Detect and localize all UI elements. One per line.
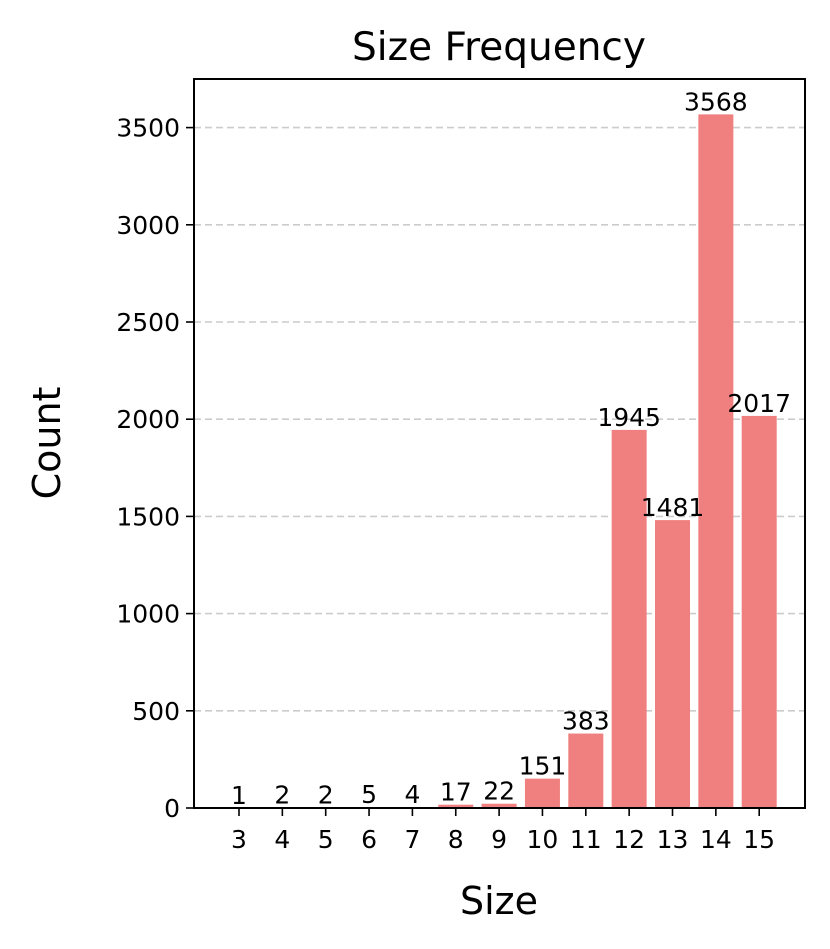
x-tick-label: 12 [613,825,645,854]
bar-value-label: 151 [519,752,567,781]
y-tick-label: 2000 [116,405,180,434]
bar [481,803,517,808]
x-tick-label: 11 [570,825,602,854]
x-tick-label: 7 [404,825,420,854]
x-tick-label: 9 [491,825,507,854]
x-tick-label: 3 [231,825,247,854]
y-axis-ticks: 0 500 1000 1500 2000 2500 3000 3500 [116,114,194,823]
x-tick-label: 15 [743,825,775,854]
x-tick-label: 8 [448,825,464,854]
bar [524,778,560,808]
bar-value-label: 17 [440,778,472,807]
bar-value-label: 383 [562,707,610,736]
y-tick-label: 500 [132,697,180,726]
x-axis-ticks: 3 4 5 6 7 8 9 10 11 12 13 14 15 [231,808,775,854]
bar-value-label: 1481 [641,493,705,522]
bar-value-label: 2 [318,781,334,810]
bar [741,415,777,808]
bar [438,804,474,808]
y-tick-label: 3000 [116,211,180,240]
x-tick-label: 6 [361,825,377,854]
y-tick-label: 3500 [116,114,180,143]
y-tick-label: 0 [164,794,180,823]
x-axis-label: Size [460,879,538,923]
bar-value-label: 22 [483,777,515,806]
y-tick-label: 2500 [116,308,180,337]
bar-value-label: 2017 [727,389,791,418]
bars [221,114,777,808]
bar-value-label: 2 [274,781,290,810]
bar [698,114,734,808]
bar-value-label: 1945 [597,403,661,432]
y-tick-label: 1500 [116,502,180,531]
x-tick-label: 4 [274,825,290,854]
x-tick-label: 14 [700,825,732,854]
x-tick-label: 10 [527,825,559,854]
x-tick-label: 13 [657,825,689,854]
bar-value-label: 3568 [684,87,748,116]
bar-value-label: 1 [231,781,247,810]
bar [611,429,647,808]
bar-value-label: 5 [361,780,377,809]
x-tick-label: 5 [318,825,334,854]
bar-value-label: 4 [404,780,420,809]
chart-title: Size Frequency [352,25,646,70]
y-axis-label: Count [25,387,69,500]
bar [655,520,690,808]
bar [568,733,604,808]
y-tick-label: 1000 [116,600,180,629]
